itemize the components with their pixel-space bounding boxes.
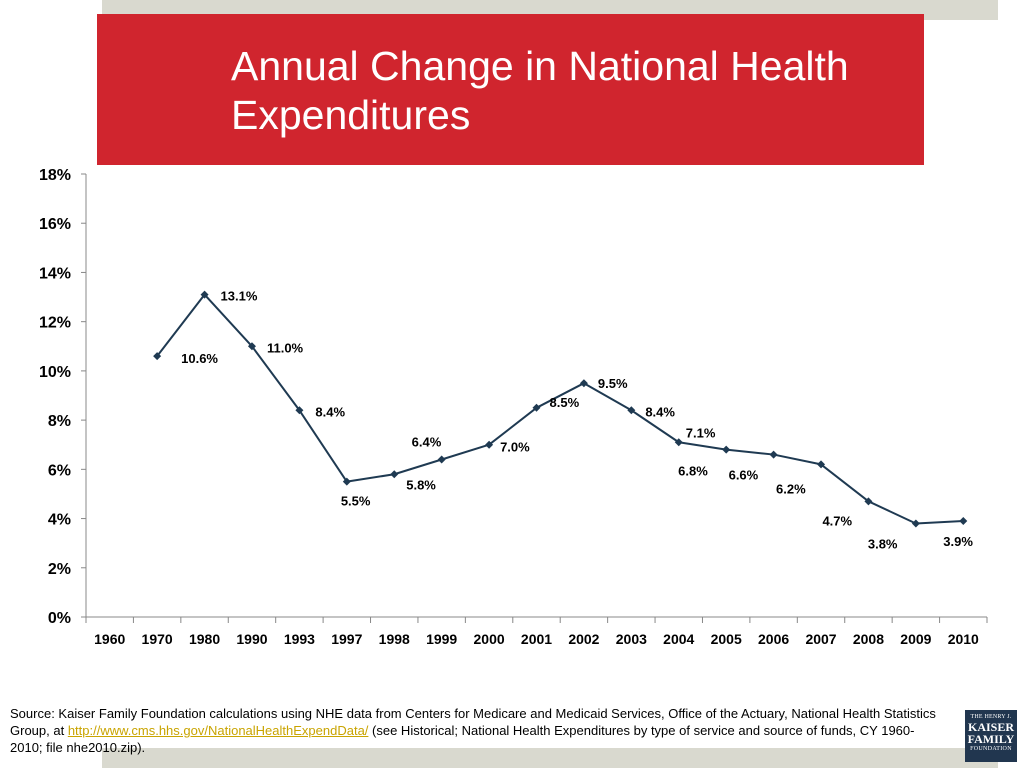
y-tick-label: 0% (48, 610, 71, 627)
data-point-marker (674, 438, 683, 447)
data-label: 6.4% (412, 434, 442, 449)
logo-line-3: FAMILY (967, 732, 1015, 746)
data-label: 9.5% (598, 376, 628, 391)
x-tick-label: 2001 (521, 631, 552, 647)
x-tick-label: 2002 (568, 631, 599, 647)
x-tick-label: 1970 (142, 631, 173, 647)
x-tick-label: 2003 (616, 631, 647, 647)
y-tick-label: 16% (39, 216, 71, 233)
data-point-marker (817, 460, 826, 469)
data-label: 8.5% (550, 395, 580, 410)
data-label: 11.0% (267, 340, 304, 355)
source-link[interactable]: http://www.cms.hhs.gov/NationalHealthExp… (67, 723, 369, 738)
data-point-marker (911, 519, 920, 528)
data-label: 6.2% (776, 481, 806, 496)
y-tick-label: 8% (48, 413, 71, 430)
data-label: 5.8% (406, 477, 436, 492)
source-suffix: (see Historical; National Health Expendi… (10, 723, 915, 755)
x-tick-label: 2005 (711, 631, 742, 647)
y-tick-label: 14% (39, 265, 71, 282)
data-point-marker (200, 290, 209, 299)
data-label: 8.4% (645, 404, 675, 419)
x-tick-label: 2004 (663, 631, 694, 647)
x-tick-label: 2000 (474, 631, 505, 647)
data-point-marker (864, 497, 873, 506)
data-label: 6.8% (678, 464, 708, 479)
x-tick-label: 2008 (853, 631, 884, 647)
data-point-marker (342, 477, 351, 486)
data-label: 3.8% (868, 536, 898, 551)
y-tick-label: 2% (48, 561, 71, 578)
data-point-marker (769, 450, 778, 459)
line-chart: 0% 2% 4% 6% 8% 10% 12% 14% 16% 18% 1960 1970 1980 199… (39, 167, 988, 647)
logo-line-4: FOUNDATION (970, 746, 1012, 752)
data-label: 7.1% (686, 425, 716, 440)
x-tick-label: 1993 (284, 631, 315, 647)
data-label: 13.1% (221, 289, 258, 304)
data-label: 7.0% (500, 440, 530, 455)
data-point-marker (722, 445, 731, 454)
series-line (156, 293, 964, 525)
data-point-marker (390, 470, 399, 479)
x-tick-label: 1998 (379, 631, 410, 647)
data-label: 5.5% (341, 494, 371, 509)
data-point-marker (153, 352, 162, 361)
x-tick-label: 1980 (189, 631, 220, 647)
data-point-marker (579, 379, 588, 388)
data-point-marker (485, 440, 494, 449)
bottom-accent-strip (102, 748, 998, 768)
data-point-marker (532, 403, 541, 412)
logo-line-1: THE HENRY J. (970, 714, 1012, 720)
data-label: 4.7% (822, 513, 852, 528)
title-banner: Annual Change in National Health Expendi… (97, 14, 924, 165)
y-tick-label: 4% (48, 512, 71, 529)
x-tick-label: 1990 (236, 631, 267, 647)
x-tick-label: 1997 (331, 631, 362, 647)
x-tick-label: 1999 (426, 631, 457, 647)
data-point-marker (437, 455, 446, 464)
data-label: 3.9% (943, 534, 973, 549)
data-point-marker (247, 342, 256, 351)
data-point-marker (959, 517, 968, 526)
x-tick-label: 2006 (758, 631, 789, 647)
data-label: 10.6% (181, 351, 218, 366)
x-tick-label: 2009 (900, 631, 931, 647)
source-note: Source: Kaiser Family Foundation calcula… (10, 705, 945, 756)
data-label: 8.4% (315, 404, 345, 419)
y-tick-label: 6% (48, 462, 71, 479)
data-label: 6.6% (729, 468, 759, 483)
data-point-marker (627, 406, 636, 415)
source-prefix: Source: Kaiser Family Foundation calcula… (10, 706, 936, 738)
kff-logo: THE HENRY J. KAISER FAMILY FOUNDATION (965, 710, 1017, 762)
y-tick-label: 12% (39, 315, 71, 332)
y-tick-label: 10% (39, 364, 71, 381)
y-tick-label: 18% (39, 167, 71, 184)
x-tick-label: 2010 (948, 631, 979, 647)
slide-title: Annual Change in National Health Expendi… (231, 43, 849, 138)
x-tick-label: 2007 (805, 631, 836, 647)
logo-line-2: KAISER (967, 720, 1014, 734)
data-point-marker (295, 406, 304, 415)
x-tick-label: 1960 (94, 631, 125, 647)
